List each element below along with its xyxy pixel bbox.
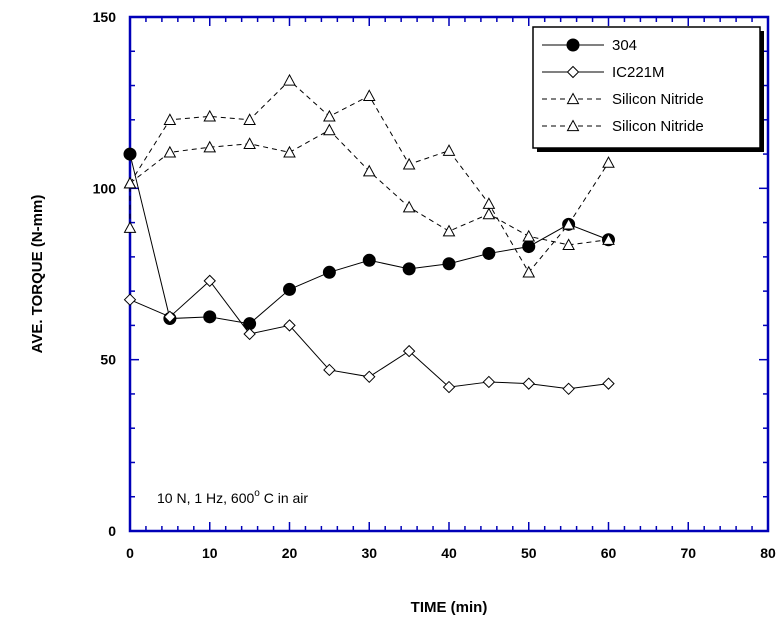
legend-label: Silicon Nitride [612, 118, 704, 135]
x-tick-label: 60 [601, 545, 617, 561]
data-point-triangle [562, 217, 575, 230]
y-tick-label: 0 [108, 523, 116, 539]
annotation-prefix: 10 N, 1 Hz, 600 [157, 490, 254, 506]
data-point-triangle [362, 164, 376, 177]
x-tick-label: 20 [282, 545, 298, 561]
data-point-diamond [602, 377, 615, 390]
data-point-triangle [362, 89, 376, 101]
legend-label: Silicon Nitride [612, 91, 704, 108]
legend-entry: Silicon Nitride [542, 118, 704, 135]
data-point-triangle [243, 113, 256, 125]
data-point-circle [402, 262, 416, 276]
data-point-diamond [566, 65, 580, 79]
data-point-circle [322, 265, 336, 279]
data-point-triangle [522, 229, 536, 242]
legend-entry: Silicon Nitride [542, 91, 704, 108]
data-point-triangle [522, 265, 536, 278]
data-point-diamond [522, 377, 535, 390]
series-layer [123, 73, 615, 396]
data-point-diamond [123, 293, 137, 306]
annotation-superscript: o [254, 488, 260, 499]
legend-entry: 304 [542, 37, 637, 54]
data-point-triangle [243, 137, 256, 149]
legend-label: IC221M [612, 64, 665, 81]
data-point-circle [482, 246, 496, 260]
data-point-diamond [363, 370, 376, 384]
x-tick-label: 80 [760, 545, 776, 561]
x-tick-label: 50 [521, 545, 537, 561]
annotation-suffix: C in air [260, 490, 309, 506]
data-point-diamond [562, 382, 575, 396]
data-point-diamond [482, 375, 496, 389]
x-axis-title: TIME (min) [411, 599, 488, 616]
y-tick-label: 100 [93, 180, 117, 196]
data-point-triangle [123, 221, 137, 233]
data-point-circle [566, 38, 580, 52]
data-point-triangle [562, 238, 575, 251]
data-point-triangle [482, 207, 496, 220]
series-line [129, 129, 609, 246]
x-tick-label: 40 [441, 545, 457, 561]
data-point-diamond [243, 327, 256, 341]
data-point-circle [283, 282, 296, 296]
data-point-diamond [323, 363, 336, 377]
data-point-triangle [402, 200, 416, 213]
axis-ticks [129, 16, 769, 532]
annotation-text: 10 N, 1 Hz, 600o C in air [157, 488, 308, 506]
data-point-diamond [442, 380, 456, 394]
data-point-circle [203, 310, 217, 324]
data-point-triangle [566, 92, 580, 105]
data-point-triangle [323, 123, 336, 136]
data-point-diamond [402, 344, 416, 358]
data-point-triangle [203, 140, 217, 153]
data-point-triangle [602, 156, 615, 168]
data-point-diamond [203, 274, 216, 288]
x-tick-label: 10 [202, 545, 218, 561]
legend-entry: IC221M [542, 64, 665, 81]
series-4 [123, 123, 615, 251]
data-point-triangle [442, 144, 456, 156]
data-point-diamond [283, 319, 296, 332]
data-point-triangle [123, 176, 137, 189]
y-tick-label: 50 [100, 352, 116, 368]
series-2 [123, 274, 615, 396]
data-point-diamond [163, 310, 177, 324]
legend-entries: 304 IC221M Silicon Nitride Silicon Nitride [542, 37, 704, 135]
data-point-circle [522, 240, 536, 254]
data-point-circle [442, 257, 456, 271]
data-point-triangle [283, 73, 296, 86]
y-axis-title: AVE. TORQUE (N-mm) [29, 195, 46, 354]
data-point-triangle [482, 197, 496, 209]
data-point-circle [362, 253, 376, 267]
x-tick-label: 30 [361, 545, 377, 561]
y-tick-label: 150 [93, 9, 117, 25]
series-line [129, 153, 609, 325]
axis-tick-labels: 0 10 20 30 40 50 60 70 80 0 50 100 150 [93, 9, 776, 561]
data-point-triangle [203, 109, 217, 122]
data-point-triangle [442, 224, 456, 237]
data-point-triangle [163, 113, 177, 125]
data-point-triangle [323, 109, 336, 122]
data-point-triangle [602, 233, 615, 245]
legend-label: 304 [612, 37, 637, 54]
data-point-circle [123, 147, 137, 161]
data-point-triangle [566, 119, 580, 132]
data-point-triangle [283, 145, 296, 158]
data-point-triangle [402, 157, 416, 170]
x-tick-label: 70 [680, 545, 696, 561]
x-tick-label: 0 [126, 545, 134, 561]
series-3 [123, 73, 615, 278]
data-point-triangle [163, 145, 177, 158]
legend: 304 IC221M Silicon Nitride Silicon Nitride [532, 26, 764, 152]
